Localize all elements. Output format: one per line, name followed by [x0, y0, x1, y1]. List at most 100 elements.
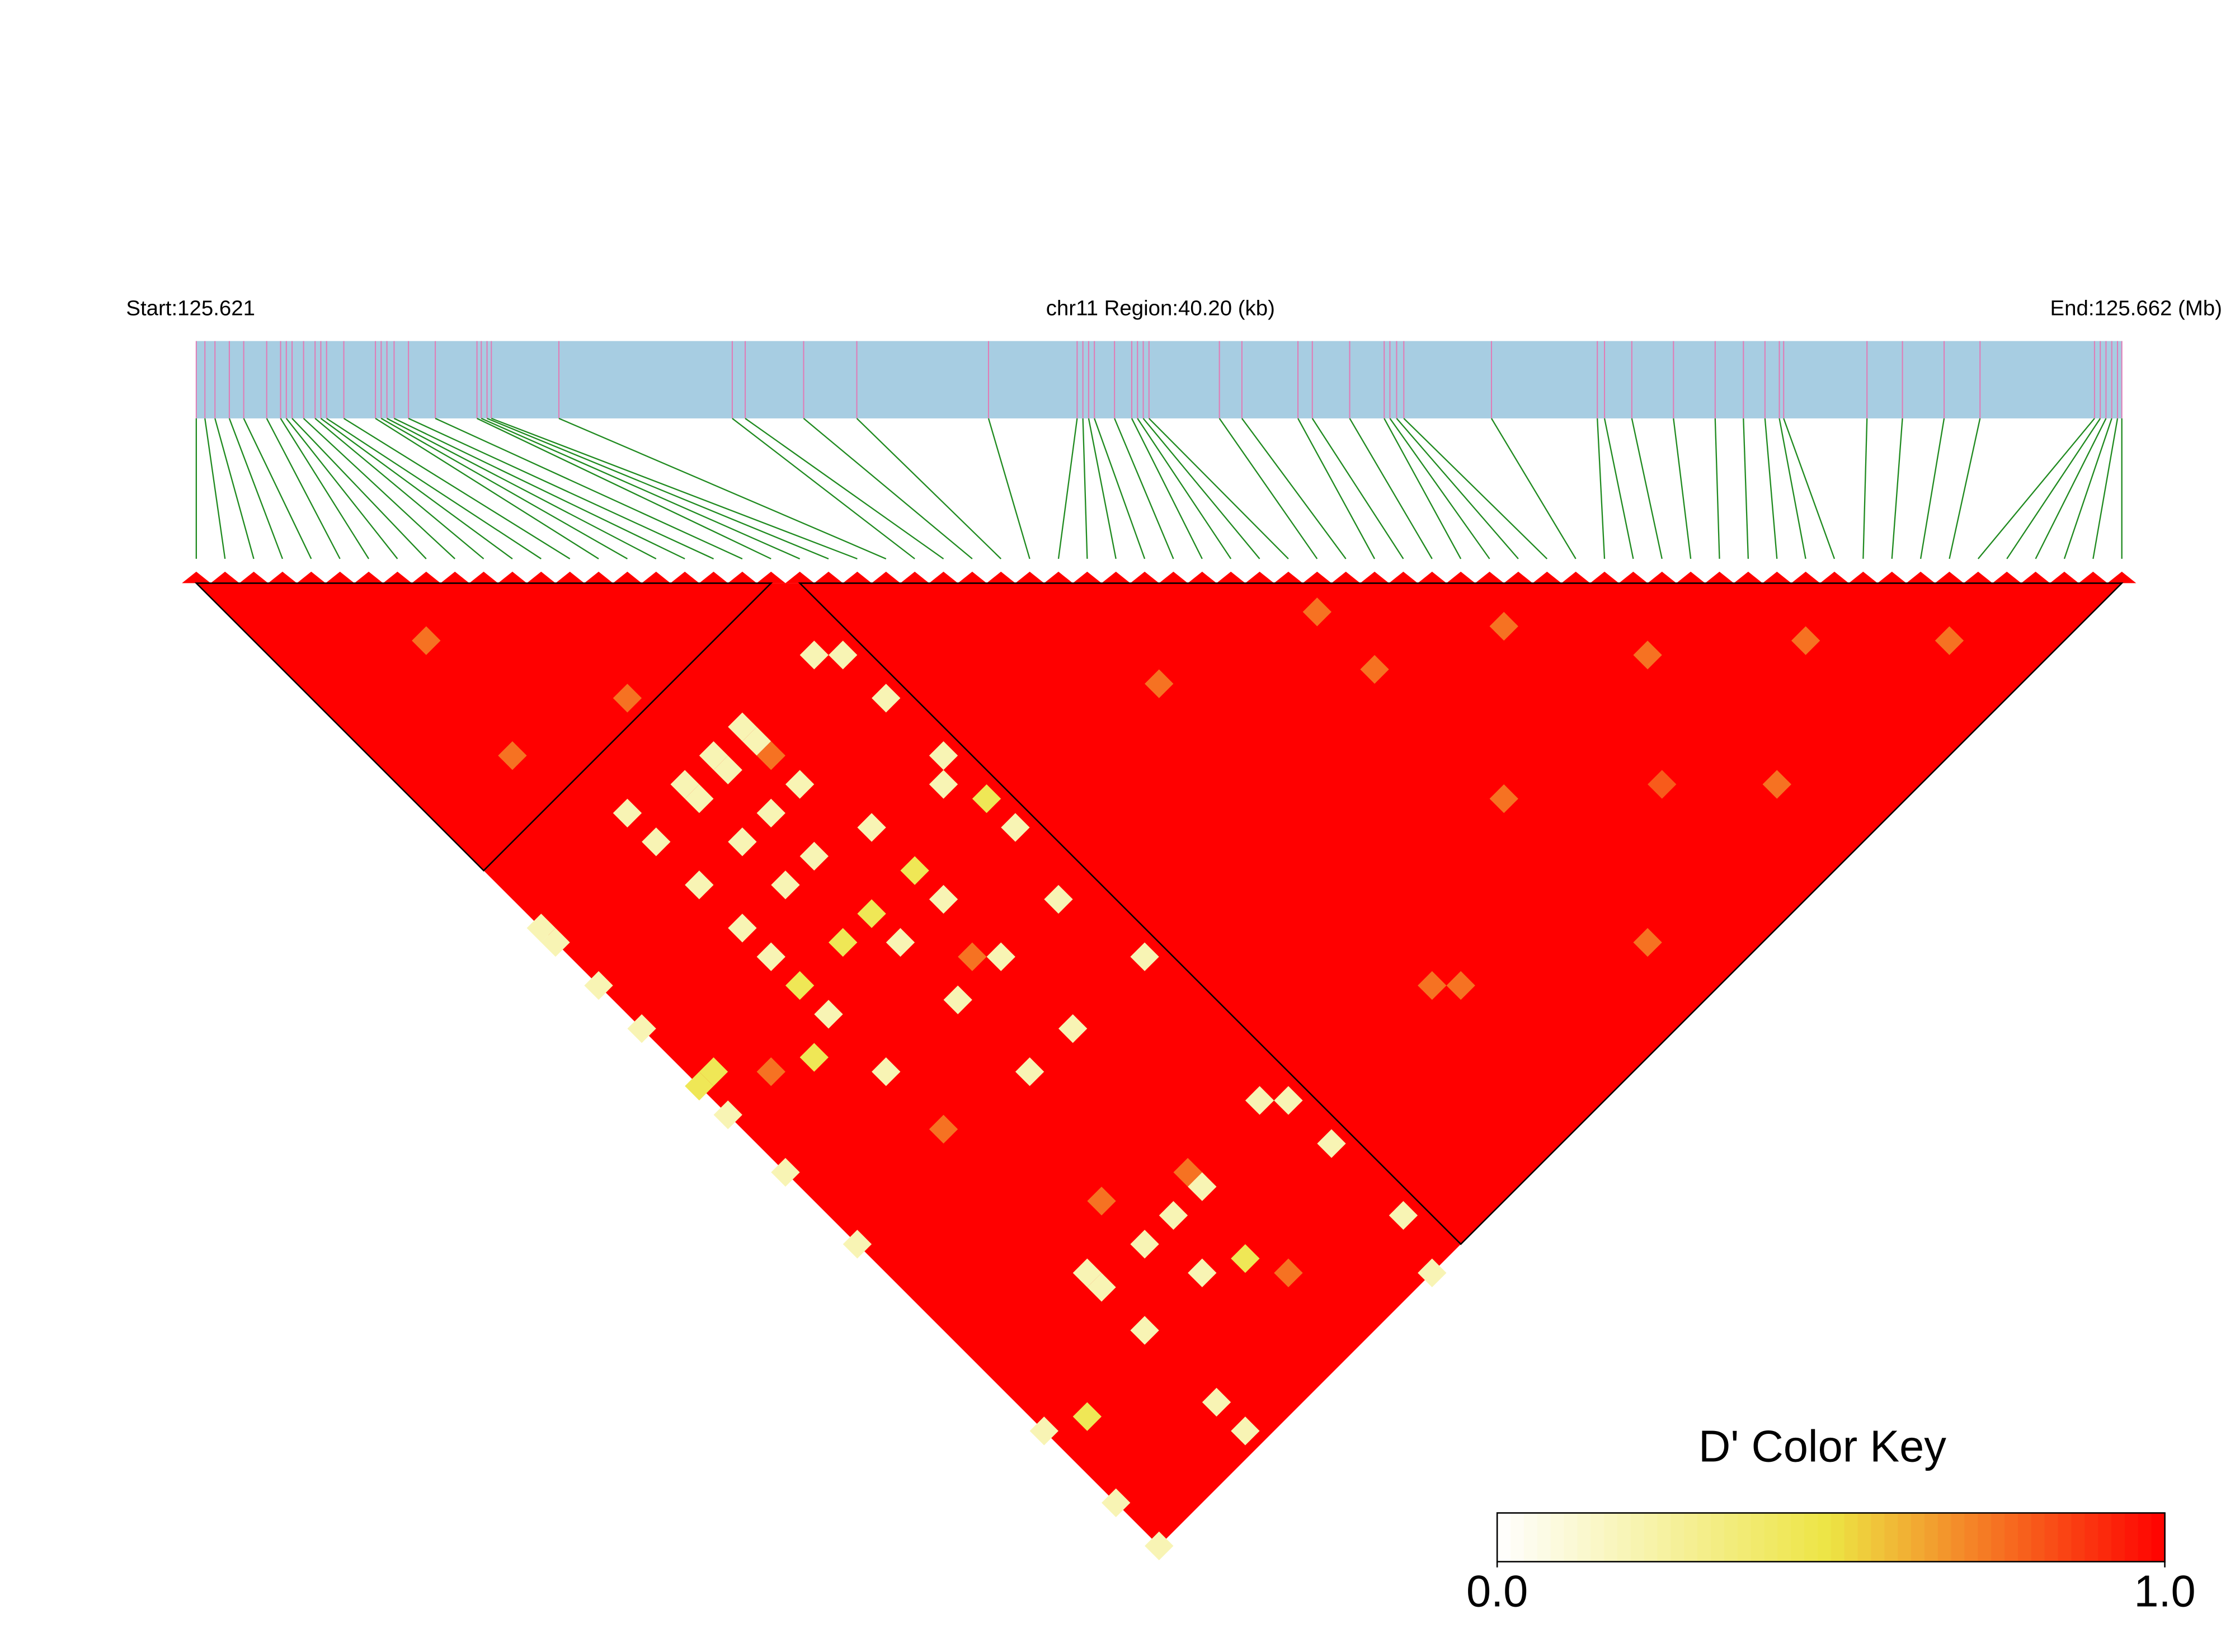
key-swatch — [1737, 1513, 1752, 1562]
snp-marker — [1446, 571, 1475, 583]
key-swatch — [1804, 1513, 1819, 1562]
start-label: Start:125.621 — [126, 296, 255, 320]
snp-marker — [584, 571, 613, 583]
snp-link-line — [1094, 418, 1146, 559]
snp-marker — [1044, 571, 1073, 583]
snp-link-line — [1764, 418, 1778, 559]
key-swatch — [1831, 1513, 1845, 1562]
snp-link-line — [1241, 418, 1347, 559]
ld-cell — [1001, 813, 1030, 842]
key-swatch — [1523, 1513, 1538, 1562]
ld-cell — [742, 727, 771, 756]
ld-cell — [843, 1230, 872, 1259]
snp-marker — [1331, 571, 1361, 583]
snp-marker — [412, 571, 441, 583]
key-swatch — [1497, 1513, 1512, 1562]
snp-link-line — [380, 417, 628, 559]
snp-marker — [182, 571, 211, 583]
ld-cell — [785, 770, 815, 799]
snp-marker — [555, 571, 585, 583]
snp-marker — [1274, 571, 1303, 583]
snp-link-line — [1490, 418, 1577, 559]
snp-marker — [642, 571, 671, 583]
key-swatch — [1711, 1513, 1725, 1562]
snp-marker — [1618, 571, 1648, 583]
snp-link-line — [1743, 418, 1749, 559]
snp-link-line — [435, 417, 743, 559]
ld-cell — [1231, 1244, 1260, 1273]
snp-marker — [1705, 571, 1734, 583]
key-swatch — [2098, 1513, 2112, 1562]
ld-cell — [814, 1000, 843, 1029]
snp-link-line — [2035, 418, 2107, 559]
snp-link-line — [1297, 418, 1376, 559]
snp-link-line — [291, 418, 427, 559]
snp-link-line — [1311, 418, 1404, 559]
ld-cell — [1274, 1086, 1303, 1115]
snp-link-line — [1949, 418, 1981, 559]
snp-link-line — [1131, 418, 1203, 559]
snp-marker — [785, 571, 815, 583]
key-swatch — [1564, 1513, 1578, 1562]
key-swatch — [1884, 1513, 1899, 1562]
ld-cell — [1145, 669, 1174, 698]
key-swatch — [1911, 1513, 1926, 1562]
snp-marker — [1791, 571, 1820, 583]
snp-marker — [326, 571, 355, 583]
ld-cell — [1072, 1402, 1102, 1431]
snp-marker — [1935, 571, 1964, 583]
ld-cell — [541, 928, 570, 957]
snp-link-line — [477, 417, 771, 559]
key-swatch — [1817, 1513, 1832, 1562]
key-swatch — [1751, 1513, 1765, 1562]
snp-marker — [1504, 571, 1533, 583]
ld-cell — [1633, 928, 1662, 957]
snp-marker — [2107, 571, 2137, 583]
ld-cell — [1145, 1531, 1174, 1561]
snp-marker — [756, 571, 785, 583]
key-swatch — [2151, 1513, 2166, 1562]
ld-cell — [1188, 1172, 1217, 1201]
snp-link-line — [375, 417, 599, 559]
ld-cell — [785, 971, 815, 1000]
snp-link-line — [393, 417, 685, 559]
snp-marker — [843, 571, 872, 583]
snp-link-line — [1088, 418, 1117, 559]
ld-cell — [1044, 884, 1073, 914]
ld-cell — [713, 1100, 742, 1129]
snp-link-line — [387, 417, 657, 559]
snp-marker — [2021, 571, 2050, 583]
snp-link-line — [2006, 418, 2101, 559]
ld-cell — [685, 870, 714, 900]
snp-marker — [498, 571, 527, 583]
snp-link-line — [285, 418, 398, 559]
key-swatch — [1964, 1513, 1979, 1562]
ld-block — [194, 582, 773, 872]
snp-marker — [354, 571, 383, 583]
snp-link-line — [1862, 418, 1868, 559]
ld-cell — [1935, 626, 1964, 655]
key-swatch — [1991, 1513, 2006, 1562]
key-swatch — [1550, 1513, 1565, 1562]
snp-link-line — [558, 417, 887, 559]
ld-cell — [958, 942, 987, 971]
snp-marker — [440, 571, 469, 583]
ld-cell — [1202, 1387, 1231, 1417]
snp-marker — [1676, 571, 1705, 583]
snp-link-line — [214, 418, 255, 559]
snp-link-line — [1783, 418, 1836, 559]
snp-marker — [1590, 571, 1619, 583]
key-swatch — [1537, 1513, 1551, 1562]
snp-marker — [1648, 571, 1677, 583]
snp-marker — [1216, 571, 1245, 583]
snp-marker — [1964, 571, 1993, 583]
snp-marker — [2050, 571, 2079, 583]
snp-link-line — [732, 418, 915, 559]
ld-cell — [642, 827, 671, 856]
snp-link-line — [856, 418, 1002, 559]
ld-cell — [1648, 770, 1677, 799]
snp-marker — [728, 571, 757, 583]
snp-marker — [297, 571, 326, 583]
key-swatch — [1791, 1513, 1805, 1562]
snp-marker — [1130, 571, 1159, 583]
